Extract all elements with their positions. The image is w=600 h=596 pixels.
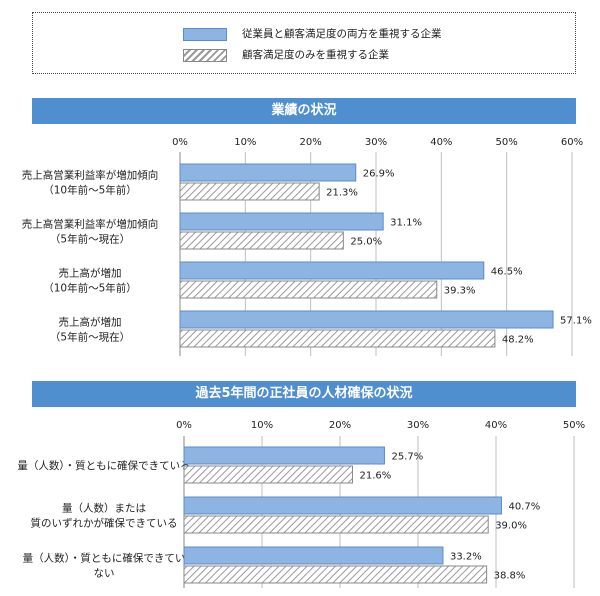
c1-category-label: 売上高営業利益率が増加傾向 [22,218,159,231]
c2-bar-hatched [183,465,353,484]
c2-category-label: 量（人数）または [62,502,146,515]
c1-tick-label: 0% [172,137,188,148]
c2-bar-solid [183,496,502,515]
chart2-staff-acquisition: 0% 10% 20% 30% 40% 50% 量（人数）・質ともに確保できている 25.7%2… [17,420,585,588]
c1-tick-label: 20% [300,137,322,148]
c2-bar-hatched [183,515,489,534]
c1-bar-solid [179,261,485,280]
chart1-title-banner: 業績の状況 [32,98,576,124]
legend-label-solid: 従業員と顧客満足度の両方を重視する企業 [242,28,442,40]
c1-data-label: 46.5% [491,267,523,278]
c1-category-label: （10年前～5年前） [43,282,137,295]
c2-tick-label: 40% [485,420,507,431]
c1-tick-label: 10% [234,137,256,148]
c2-tick-label: 0% [176,420,192,431]
c1-data-label: 57.1% [560,316,592,327]
c1-category-label: （5年前～現在） [50,233,130,246]
c2-bar-solid [183,446,385,465]
chart2-title-banner: 過去5年間の正社員の人材確保の状況 [32,381,576,407]
c2-data-label: 21.6% [359,471,391,482]
c1-category-label: 売上高営業利益率が増加傾向 [22,169,159,182]
c1-data-label: 39.3% [444,286,476,297]
c2-data-label: 40.7% [508,502,540,513]
c2-category-label: 量（人数）・質ともに確保できている [17,459,190,472]
c2-tick-label: 50% [563,420,585,431]
c2-data-label: 33.2% [450,552,482,563]
c1-category-label: 売上高が増加 [59,267,122,280]
legend-swatch-hatched [183,49,227,62]
c1-tick-label: 50% [496,137,518,148]
legend-label-hatched: 顧客満足度のみを重視する企業 [242,49,389,61]
c2-bar-hatched [183,565,488,584]
c1-bar-solid [179,163,357,182]
c2-tick-label: 30% [407,420,429,431]
c1-category-label: （5年前～現在） [50,331,130,344]
c2-category-label: 質のいずれかが確保できている [31,517,178,530]
c1-bar-solid [179,310,554,329]
c1-category-label: 売上高が増加 [59,316,122,329]
c1-bar-hatched [179,329,496,348]
chart1-performance: 0% 10% 20% 30% 40% 50% 60% 売上高営業利益率が増加傾向 （10年前～5… [22,137,592,356]
c1-bar-hatched [179,280,438,299]
c1-data-label: 25.0% [350,237,382,248]
legend-swatch-solid [183,28,227,41]
c2-bar-solid [183,546,444,565]
c1-data-label: 31.1% [390,218,422,229]
c1-tick-label: 30% [365,137,387,148]
c2-category-label: 量（人数）・質ともに確保できてい [23,552,186,565]
legend-box: 従業員と顧客満足度の両方を重視する企業 顧客満足度のみを重視する企業 [32,12,576,74]
c1-data-label: 26.9% [363,169,395,180]
c1-bar-hatched [179,182,320,201]
c2-tick-label: 20% [329,420,351,431]
c1-bar-solid [179,212,384,231]
c1-data-label: 21.3% [326,188,358,199]
c1-bar-hatched [179,231,344,250]
c1-category-label: （10年前～5年前） [43,184,137,197]
c2-data-label: 38.8% [494,571,526,582]
c1-tick-label: 40% [430,137,452,148]
c2-data-label: 25.7% [391,452,423,463]
c2-tick-label: 10% [251,420,273,431]
c1-tick-label: 60% [561,137,583,148]
c1-data-label: 48.2% [502,335,534,346]
c2-data-label: 39.0% [495,521,527,532]
c2-category-label: ない [94,568,115,580]
